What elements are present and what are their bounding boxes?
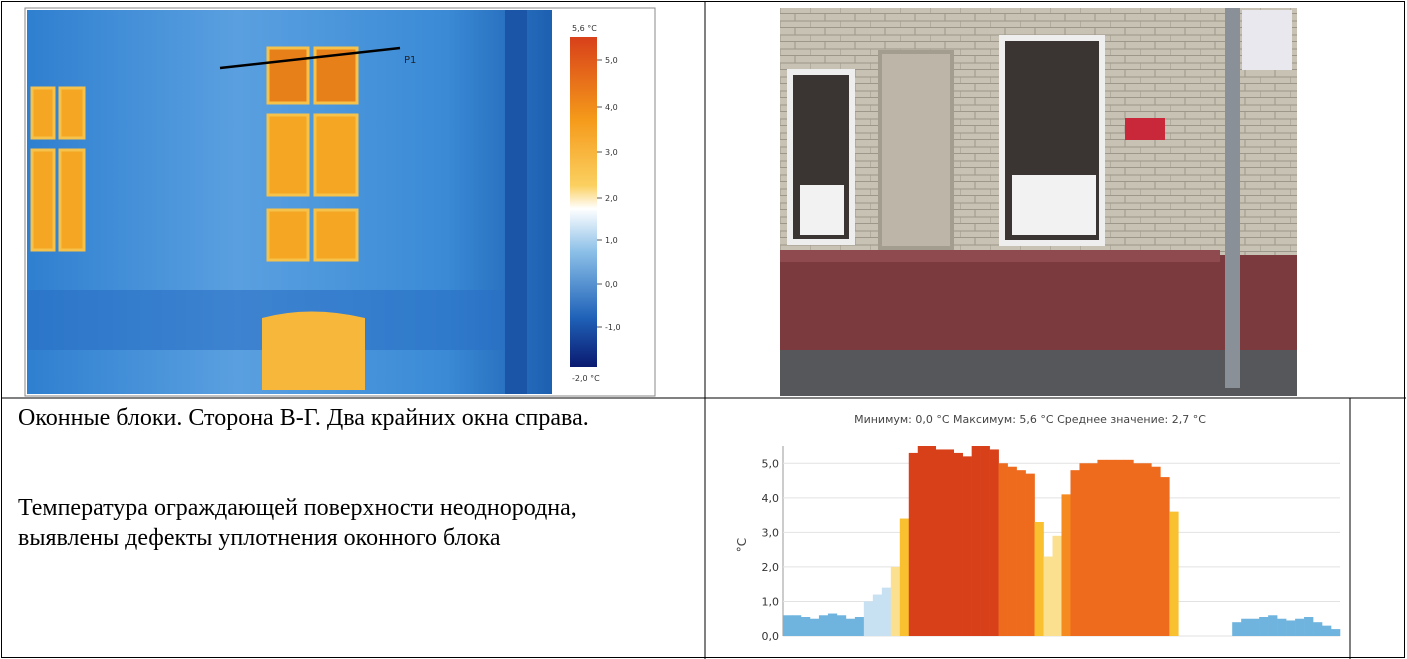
bar (944, 449, 954, 636)
bar (791, 615, 802, 636)
bar (1286, 620, 1296, 636)
bar (1106, 459, 1116, 636)
y-tick-label: 0,0 (762, 630, 780, 643)
bar (917, 446, 928, 636)
scale-tick-label: -1,0 (605, 323, 621, 332)
bar (1079, 463, 1089, 636)
bar (836, 615, 847, 636)
bar (1232, 622, 1242, 636)
bar (1322, 625, 1332, 636)
bar (1052, 535, 1062, 636)
bar (1250, 618, 1260, 636)
bar (953, 452, 963, 636)
bar (980, 446, 990, 636)
bar (1241, 618, 1251, 636)
bar (926, 446, 937, 636)
bar (1160, 477, 1170, 636)
bar (971, 446, 981, 636)
bar (1277, 618, 1287, 636)
building-photo (780, 8, 1297, 396)
bar (899, 518, 910, 636)
bar (800, 617, 811, 636)
bar (1097, 459, 1107, 636)
bar (783, 615, 793, 636)
bar (1151, 466, 1161, 636)
bar (1169, 511, 1179, 636)
bar (1142, 463, 1152, 636)
scale-tick-label: 1,0 (605, 236, 618, 245)
y-tick-label: 1,0 (762, 595, 780, 608)
bar (1124, 459, 1134, 636)
bar (1268, 615, 1278, 636)
bar (881, 587, 892, 636)
bar (1088, 463, 1098, 636)
scale-tick-label: 0,0 (605, 280, 618, 289)
bar (1043, 556, 1053, 636)
bar (854, 617, 865, 636)
bar (1304, 617, 1314, 636)
bar (1016, 470, 1026, 636)
y-tick-label: 4,0 (762, 492, 780, 505)
bar (1061, 494, 1071, 636)
bar (1331, 629, 1341, 636)
scale-tick-label: 2,0 (605, 194, 618, 203)
bar (1259, 617, 1269, 636)
y-axis-label: °C (735, 538, 749, 552)
bar (872, 594, 883, 636)
scale-tick-label: 5,0 (605, 56, 618, 65)
bar (818, 615, 829, 636)
profile-marker: P1 (404, 55, 416, 66)
y-tick-label: 3,0 (762, 526, 780, 539)
bar (1007, 466, 1017, 636)
bar (962, 456, 972, 636)
bar (1034, 522, 1044, 636)
scale-max: 5,6 °C (572, 24, 597, 33)
chart-title: Минимум: 0,0 °C Максимум: 5,6 °C Среднее… (854, 413, 1206, 426)
thermal-image (24, 7, 656, 397)
bar (1313, 622, 1323, 636)
scale-min: -2,0 °C (572, 374, 600, 383)
bar (1025, 473, 1035, 636)
bar (1115, 459, 1125, 636)
description-title: Оконные блоки. Сторона В-Г. Два крайних … (18, 405, 589, 431)
scale-tick-label: 3,0 (605, 148, 618, 157)
y-tick-label: 5,0 (762, 457, 780, 470)
description-text: Температура ограждающей поверхности неод… (18, 495, 577, 551)
bar (845, 618, 856, 636)
bar (827, 613, 838, 636)
bar (809, 618, 820, 636)
y-tick-label: 2,0 (762, 561, 780, 574)
bar (998, 463, 1008, 636)
bar (1295, 618, 1305, 636)
scale-tick-label: 4,0 (605, 103, 618, 112)
bar (1070, 470, 1080, 636)
bar (1133, 463, 1143, 636)
bar (989, 449, 999, 636)
bar (890, 566, 901, 636)
bar (935, 449, 946, 636)
bar (863, 601, 874, 636)
bar (908, 452, 919, 636)
